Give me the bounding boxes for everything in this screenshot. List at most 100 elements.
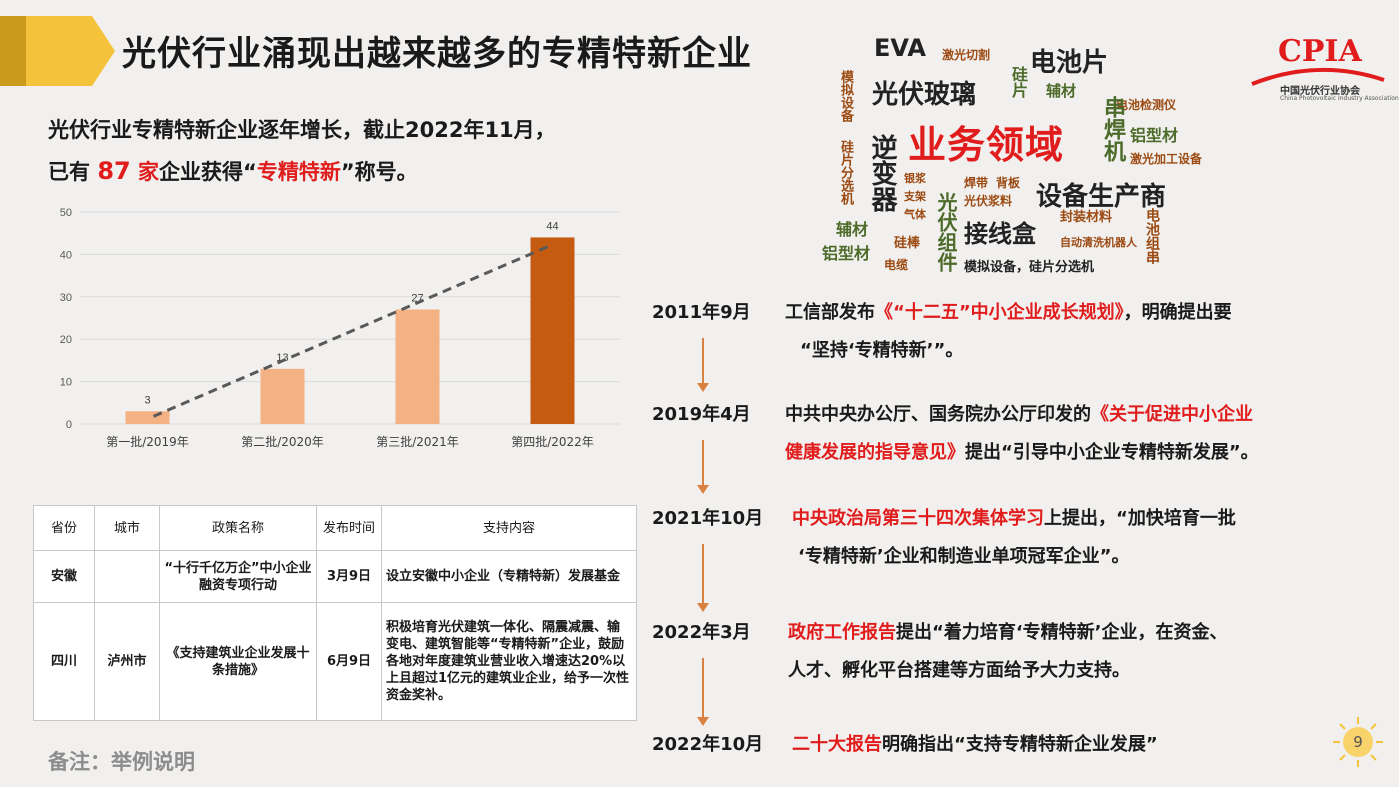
word: 光伏浆料	[964, 194, 1013, 208]
word: 接线盒	[964, 220, 1036, 248]
timeline-date: 2011年9月	[652, 302, 751, 323]
enterprise-count: 87	[97, 157, 131, 185]
page-number-badge: 9	[1332, 716, 1384, 768]
intro-line2: 已有 87 家企业获得“专精特新”称号。	[48, 156, 418, 186]
logo-en: China Photovoltaic Industry Association	[1280, 95, 1399, 102]
word: 模拟设备，硅片分选机	[964, 260, 1095, 275]
cell-province: 安徽	[33, 550, 95, 603]
th-policy: 政策名称	[159, 505, 317, 551]
word: 焊带	[964, 176, 989, 190]
word: 硅棒	[894, 236, 921, 251]
word: 铝型材	[1130, 126, 1179, 145]
word: 银浆	[904, 172, 926, 185]
timeline-text: 明确指出“支持专精特新企业发展”	[882, 734, 1158, 755]
table-row: 安徽 “十行千亿万企”中小企业融资专项行动 3月9日 设立安徽中小企业（专精特新…	[33, 550, 637, 603]
cell-date: 3月9日	[316, 550, 382, 603]
cell-content: 设立安徽中小企业（专精特新）发展基金	[381, 550, 637, 603]
x-tick-label: 第一批/2019年	[106, 434, 189, 449]
cell-policy: 《支持建筑业企业发展十条措施》	[159, 602, 317, 721]
y-tick-label: 30	[60, 292, 72, 304]
cell-city: 泸州市	[94, 602, 160, 721]
table-header-row: 省份 城市 政策名称 发布时间 支持内容	[33, 505, 637, 551]
th-content: 支持内容	[381, 505, 637, 551]
business-word-cloud: EVA 激光切割 电池片 硅片 光伏玻璃 辅材 模拟设备 电池检测仪 业务领域 …	[820, 30, 1220, 280]
word: 铝型材	[822, 244, 871, 263]
timeline-highlight: 《“十二五”中小企业成长规划》	[875, 302, 1124, 323]
page-title: 光伏行业涌现出越来越多的专精特新企业	[122, 34, 752, 74]
timeline-highlight: 《关于促进中小企业	[1091, 404, 1253, 425]
table-row: 四川 泸州市 《支持建筑业企业发展十条措施》 6月9日 积极培育光伏建筑一体化、…	[33, 602, 637, 721]
timeline-item-2022-3: 2022年3月 政府工作报告提出“着力培育‘专精特新’企业，在资金、 人才、孵化平…	[652, 614, 1228, 690]
word: 自动清洗机器人	[1060, 236, 1137, 249]
intro-mid: 企业获得“	[159, 160, 257, 184]
timeline-item-2021: 2021年10月 中央政治局第三十四次集体学习上提出，“加快培育一批 ‘专精特新’…	[652, 500, 1236, 576]
timeline-highlight: 健康发展的指导意见》	[785, 442, 965, 463]
timeline-date: 2021年10月	[652, 508, 764, 529]
timeline-text: 中共中央办公厅、国务院办公厅印发的	[785, 404, 1091, 425]
trendline	[152, 243, 554, 418]
timeline-text: ，明确提出要	[1123, 302, 1232, 323]
word: 激光切割	[942, 48, 991, 62]
word: 封装材料	[1060, 210, 1113, 225]
word: 支架	[904, 190, 926, 203]
word: 背板	[996, 176, 1021, 190]
policy-table: 省份 城市 政策名称 发布时间 支持内容 安徽 “十行千亿万企”中小企业融资专项…	[33, 505, 637, 721]
logo-arc-icon	[1251, 68, 1385, 86]
word: 辅材	[1046, 82, 1077, 100]
word: 电池检测仪	[1116, 98, 1177, 112]
cell-date: 6月9日	[316, 602, 382, 721]
timeline-text: 工信部发布	[785, 302, 875, 323]
timeline-text: 提出“引导中小企业专精特新发展”。	[965, 442, 1259, 463]
word: 硅片分选机	[838, 140, 853, 205]
word: 逆变器	[867, 134, 897, 212]
timeline-text: 人才、孵化平台搭建等方面给予大力支持。	[788, 660, 1130, 681]
word: 电池片	[1030, 48, 1109, 78]
word: 串焊机	[1100, 96, 1125, 162]
timeline-text: ‘专精特新’企业和制造业单项冠军企业”。	[798, 546, 1130, 567]
word: 激光加工设备	[1130, 152, 1203, 166]
logo-cn: 中国光伏行业协会	[1280, 86, 1360, 97]
y-tick-label: 10	[60, 377, 72, 389]
bar	[395, 309, 440, 424]
header-accent-inner	[0, 16, 26, 86]
word: 电缆	[884, 258, 909, 272]
intro-line1: 光伏行业专精特新企业逐年增长，截止2022年11月，	[48, 118, 556, 142]
timeline-text: “坚持‘专精特新’”。	[800, 340, 964, 361]
logo-text: CPIA	[1278, 34, 1362, 69]
cell-content: 积极培育光伏建筑一体化、隔震减震、输变电、建筑智能等“专精特新”企业，鼓励各地对…	[381, 602, 637, 721]
word: 辅材	[836, 220, 869, 239]
word: 业务领域	[908, 123, 1065, 167]
data-label: 44	[546, 220, 558, 232]
x-tick-label: 第三批/2021年	[376, 434, 459, 449]
timeline-date: 2022年10月	[652, 734, 764, 755]
word: 设备生产商	[1036, 182, 1167, 212]
cell-policy: “十行千亿万企”中小企业融资专项行动	[159, 550, 317, 603]
word: 光伏组件	[934, 192, 958, 272]
x-tick-label: 第二批/2020年	[241, 434, 324, 449]
timeline-date: 2019年4月	[652, 404, 751, 425]
cpia-logo: CPIA 中国光伏行业协会 China Photovoltaic Industr…	[1248, 30, 1399, 106]
intro-highlight: 专精特新	[256, 160, 341, 184]
timeline-date: 2022年3月	[652, 622, 751, 643]
timeline-text: 提出“着力培育‘专精特新’企业，在资金、	[896, 622, 1228, 643]
y-tick-label: 50	[60, 207, 72, 219]
th-date: 发布时间	[316, 505, 382, 551]
th-province: 省份	[33, 505, 95, 551]
timeline-item-2011: 2011年9月 工信部发布《“十二五”中小企业成长规划》，明确提出要 “坚持‘专精…	[652, 294, 1232, 370]
intro-suffix: ”称号。	[340, 160, 418, 184]
word: 电池组串	[1144, 208, 1160, 264]
y-tick-label: 20	[60, 334, 72, 346]
timeline-arrow	[697, 658, 709, 726]
bar	[125, 411, 170, 424]
y-tick-label: 40	[60, 249, 72, 261]
timeline-item-2022-10: 2022年10月 二十大报告明确指出“支持专精特新企业发展”	[652, 726, 1158, 764]
intro-prefix: 已有	[48, 160, 98, 184]
enterprise-growth-chart: 010203040503第一批/2019年13第二批/2020年27第三批/20…	[60, 207, 620, 449]
timeline-arrow	[697, 440, 709, 494]
bar	[530, 237, 575, 424]
count-unit: 家	[130, 160, 160, 184]
timeline-highlight: 二十大报告	[792, 734, 882, 755]
page-number: 9	[1353, 733, 1363, 751]
timeline-highlight: 中央政治局第三十四次集体学习	[792, 508, 1044, 529]
y-tick-label: 0	[66, 419, 72, 431]
